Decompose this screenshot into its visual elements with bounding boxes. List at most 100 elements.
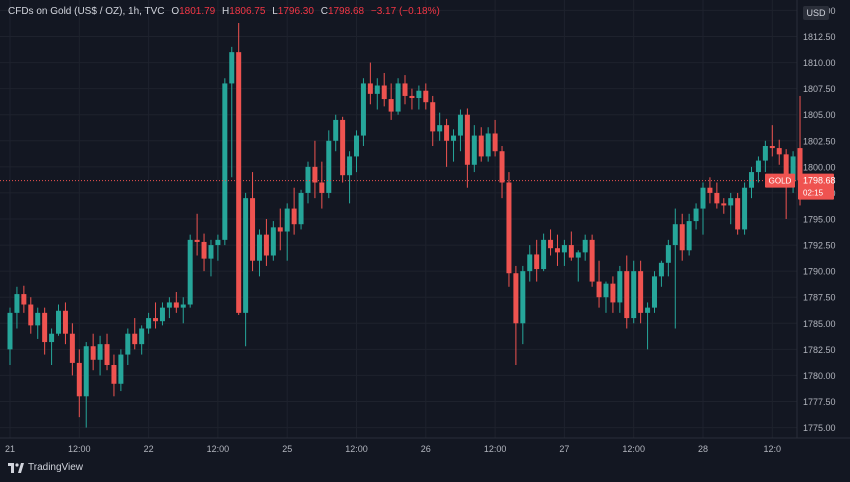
candle-body [215, 239, 221, 246]
time-tick-label: 26 [421, 444, 431, 454]
candle-body [451, 135, 457, 141]
candle-body [21, 294, 27, 305]
time-tick-label: 12:00 [345, 444, 368, 454]
candle [333, 114, 339, 152]
price-tick-label: 1812.50 [803, 32, 836, 42]
last-price-tag: GOLD 1798.68 02:15 [765, 173, 836, 200]
candle [755, 156, 761, 183]
candle-body [159, 307, 165, 322]
time-axis[interactable]: 21 12:00 22 12:00 25 12:00 26 12:00 27 12:00 28 12:… [5, 444, 781, 454]
candle [153, 302, 159, 329]
candle [575, 250, 581, 282]
candle [305, 161, 311, 204]
candle [340, 116, 346, 183]
candle-body [229, 52, 235, 84]
high-value: 1806.75 [229, 6, 266, 17]
candle [125, 328, 131, 365]
candle-body [686, 221, 692, 251]
candle [769, 125, 775, 157]
candle [520, 265, 526, 345]
candle-body [769, 146, 775, 149]
candle [284, 203, 290, 261]
candle [250, 172, 256, 272]
candle-body [201, 241, 207, 259]
candle-body [326, 140, 332, 193]
candle-body [665, 245, 671, 263]
price-tag-countdown: 02:15 [803, 189, 824, 198]
time-tick-label: 27 [559, 444, 569, 454]
candle-body [173, 302, 179, 308]
candle [776, 139, 782, 165]
price-tick-label: 1802.50 [803, 136, 836, 146]
time-tick-label: 22 [144, 444, 154, 454]
candle-body [520, 271, 526, 324]
close-value: 1798.68 [327, 6, 365, 17]
candle [360, 78, 366, 146]
candle-body [284, 208, 290, 232]
candle [721, 198, 727, 214]
candle-body [457, 114, 463, 136]
price-axis[interactable]: 1775.00 1777.50 1780.00 1782.50 1785.00 1787.… [803, 6, 836, 433]
tradingview-logo[interactable]: TradingView [8, 462, 83, 473]
candle-body [180, 304, 186, 308]
candle-body [111, 365, 117, 384]
candle [208, 239, 214, 277]
candle [62, 302, 68, 345]
candle [624, 255, 630, 329]
candle [492, 119, 498, 157]
candle-body [679, 224, 685, 251]
candle-body [319, 182, 325, 193]
candle [582, 234, 588, 261]
candle-body [638, 271, 644, 313]
candle [534, 239, 540, 282]
candle-body [312, 166, 318, 183]
candle-body [728, 198, 734, 206]
candle [229, 46, 235, 178]
candle-body [250, 198, 256, 261]
candle-body [548, 239, 554, 249]
candle-body [700, 187, 706, 209]
close-label: C [320, 6, 328, 17]
symbol-title[interactable]: CFDs on Gold (US$ / OZ), 1h, TVC [8, 6, 165, 17]
candle [166, 297, 172, 319]
price-tick-label: 1775.00 [803, 423, 836, 433]
candle [762, 140, 768, 173]
candle-body [194, 239, 200, 242]
candle-body [340, 119, 346, 176]
candle [159, 302, 165, 326]
candle-body [35, 312, 41, 326]
candle [118, 349, 124, 392]
candle [90, 333, 96, 371]
candle [236, 22, 242, 315]
candle [28, 297, 34, 334]
candle [367, 62, 373, 105]
candle [97, 335, 103, 376]
candle-body [256, 234, 262, 261]
candle-body [402, 83, 408, 96]
candle [139, 325, 145, 355]
candle [42, 307, 48, 355]
candle [277, 208, 283, 251]
candle [506, 172, 512, 287]
candle [35, 307, 41, 339]
candle-body [430, 102, 436, 132]
currency-button[interactable]: USD [803, 6, 829, 20]
candle-body [783, 154, 789, 182]
price-tick-label: 1795.00 [803, 215, 836, 225]
candle-body [707, 187, 713, 193]
candles-group [7, 22, 803, 428]
candle [693, 203, 699, 230]
candle [742, 182, 748, 235]
high-label: H [222, 6, 230, 17]
candle [180, 297, 186, 324]
candle-body [721, 203, 727, 206]
candle [658, 260, 664, 287]
candle [735, 192, 741, 235]
candle [430, 95, 436, 146]
candle-body [437, 125, 443, 132]
candle-body [485, 133, 491, 157]
low-value: 1796.30 [277, 6, 314, 17]
candle [464, 108, 470, 188]
